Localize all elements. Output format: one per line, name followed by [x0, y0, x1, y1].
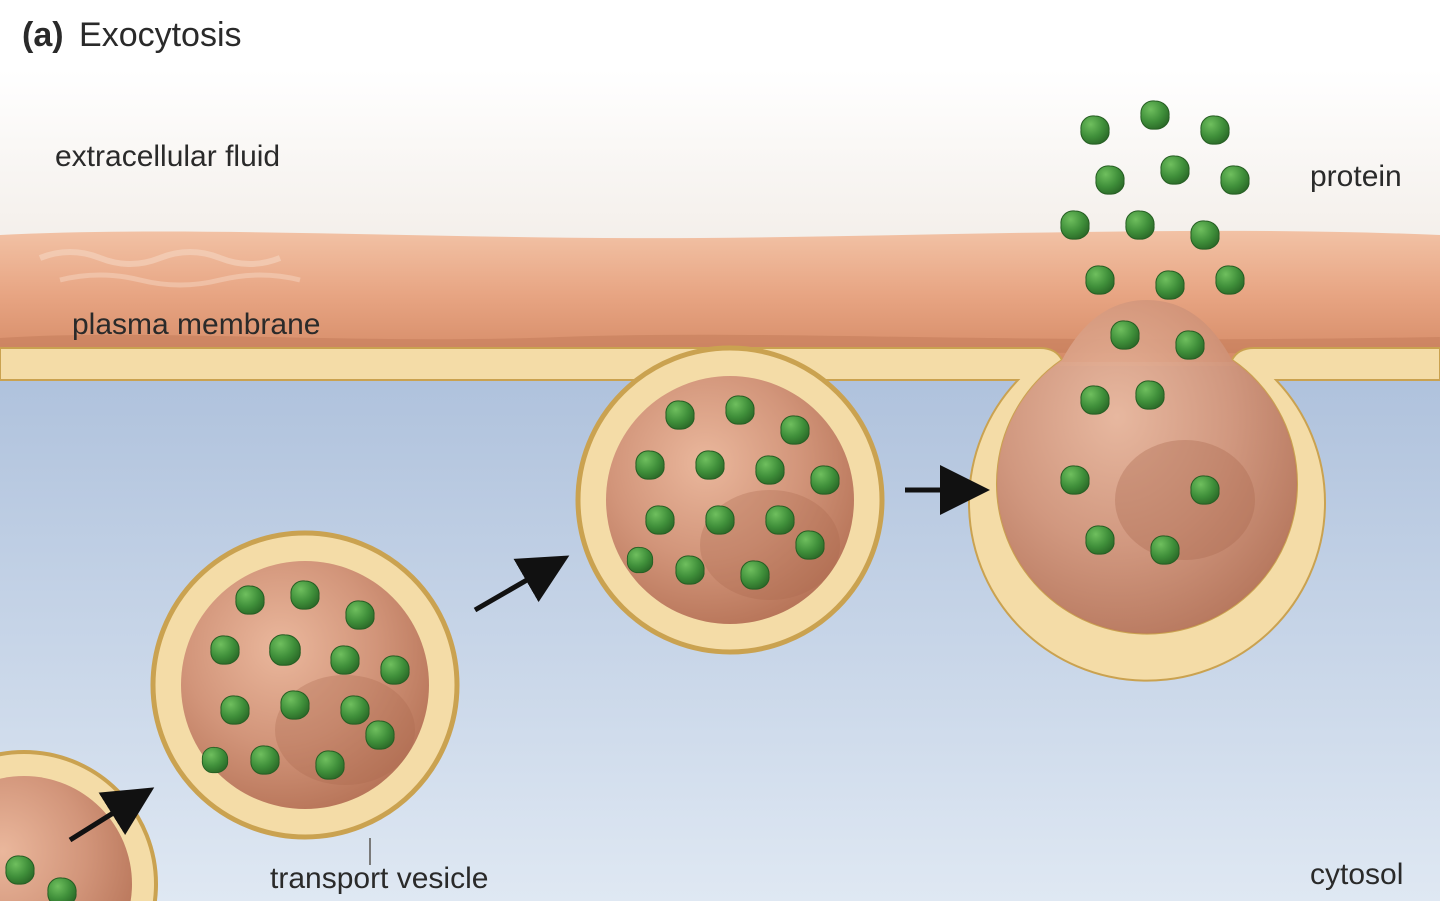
panel-letter: (a) Exocytosis [22, 16, 242, 55]
transport-vesicle-2 [578, 348, 882, 652]
label-plasma-membrane: plasma membrane [72, 308, 320, 342]
diagram-svg [0, 0, 1440, 901]
label-transport-vesicle: transport vesicle [270, 862, 488, 896]
exocytosis-diagram: (a) Exocytosis [0, 0, 1440, 901]
plasma-membrane-outer [0, 231, 1440, 362]
label-protein: protein [1310, 160, 1402, 194]
label-cytosol: cytosol [1310, 858, 1403, 892]
label-extracellular-fluid: extracellular fluid [55, 140, 280, 174]
transport-vesicle-1 [153, 533, 457, 837]
